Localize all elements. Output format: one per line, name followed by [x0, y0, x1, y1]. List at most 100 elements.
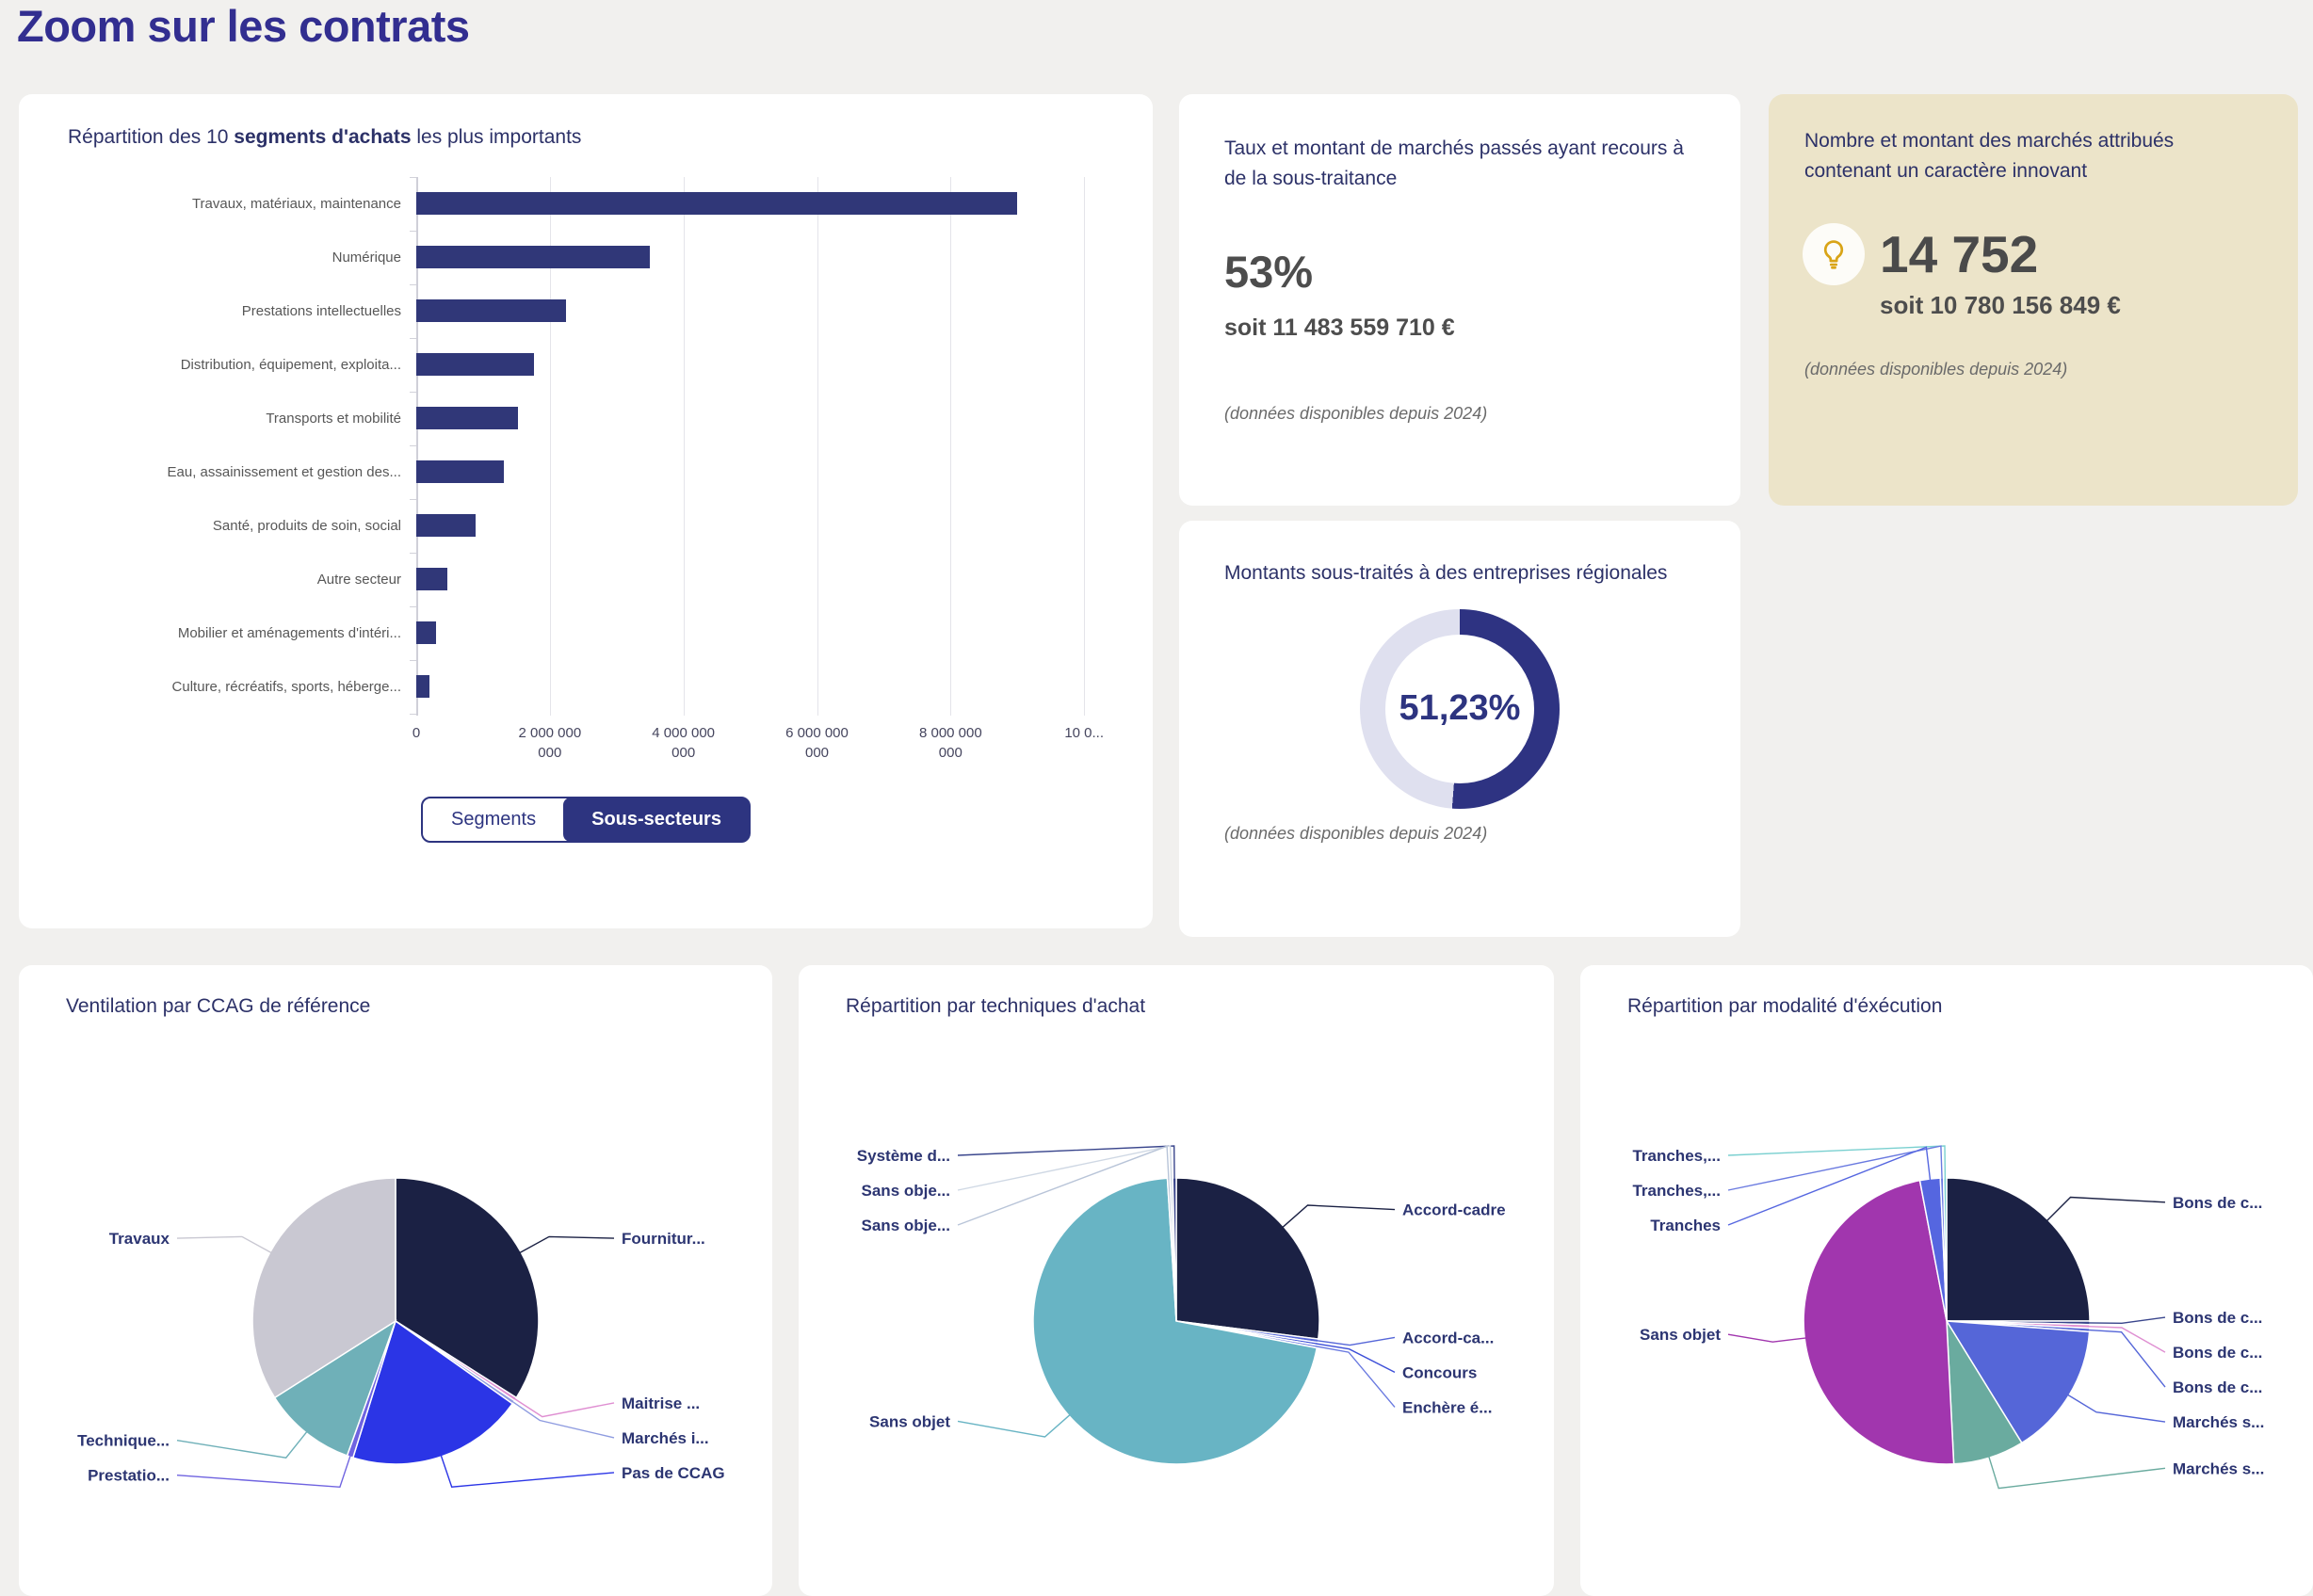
- pie-leader-line: [1282, 1203, 1396, 1228]
- bar-track: [416, 231, 1108, 284]
- bar-category-label: Eau, assainissement et gestion des...: [167, 463, 401, 480]
- pie-slice-label: Accord-cadre: [1402, 1201, 1506, 1218]
- regional-donut-value: 51,23%: [1399, 688, 1521, 728]
- pie-slice[interactable]: [1175, 1176, 1320, 1340]
- regional-footnote: (données disponibles depuis 2024): [1224, 823, 1488, 843]
- ccag-pie-chart: Travaux Technique... Prestatio... Fournitur…: [77, 1176, 725, 1488]
- pie-leader-line: [1987, 1455, 2166, 1489]
- gridline: [416, 176, 418, 716]
- toggle-wrap: Segments Sous-secteurs: [19, 796, 1153, 843]
- axis-tick: [410, 230, 416, 232]
- bar-category-label: Culture, récréatifs, sports, héberge...: [171, 678, 401, 695]
- toggle-segments-button[interactable]: Segments: [423, 798, 564, 841]
- axis-tick: [410, 391, 416, 393]
- pie-leader-line: [957, 1144, 1175, 1180]
- bar[interactable]: [416, 192, 1017, 215]
- subcontracting-amount: soit 11 483 559 710 €: [1224, 314, 1455, 341]
- bar-row: Santé, produits de soin, social: [40, 499, 1108, 553]
- pie-leader-line: [1727, 1333, 1807, 1343]
- axis-tick: [410, 713, 416, 715]
- pie-leader-line: [519, 1235, 615, 1253]
- view-toggle: Segments Sous-secteurs: [421, 796, 751, 843]
- subcontracting-footnote: (données disponibles depuis 2024): [1224, 404, 1488, 423]
- pie-leader-line: [2066, 1393, 2166, 1423]
- ccag-pie-title: Ventilation par CCAG de référence: [66, 995, 371, 1017]
- regional-donut-chart[interactable]: 51,23%: [1360, 608, 1560, 809]
- bar-row: Culture, récréatifs, sports, héberge...: [40, 660, 1108, 714]
- bar-track: [416, 338, 1108, 392]
- gridline: [1084, 176, 1086, 716]
- pie-leader-line: [1316, 1336, 1396, 1346]
- pie-slice-label: Sans obje...: [862, 1182, 950, 1200]
- bar-track: [416, 445, 1108, 499]
- bar-rows: Travaux, matériaux, maintenance Numérique…: [40, 173, 1108, 714]
- toggle-sous-secteurs-button[interactable]: Sous-secteurs: [563, 797, 750, 842]
- subcontracting-panel: Taux et montant de marchés passés ayant …: [1179, 94, 1740, 506]
- pie-slice-label: Système d...: [857, 1147, 950, 1165]
- bar-track: [416, 284, 1108, 338]
- techniques-pie-title: Répartition par techniques d'achat: [846, 995, 1146, 1017]
- bar-row: Transports et mobilité: [40, 392, 1108, 445]
- axis-tick: [410, 176, 416, 178]
- innovation-amount: soit 10 780 156 849 €: [1880, 291, 2121, 319]
- subcontracting-rate: 53%: [1224, 247, 1314, 297]
- pie-slice-label: Marchés s...: [2173, 1459, 2264, 1477]
- pie-slice-label: Enchère é...: [1402, 1398, 1492, 1416]
- bar-row: Distribution, équipement, exploita...: [40, 338, 1108, 392]
- bar-row: Autre secteur: [40, 553, 1108, 606]
- bar[interactable]: [416, 299, 566, 322]
- pie-leader-line: [176, 1454, 351, 1488]
- pie-leader-line: [2046, 1196, 2166, 1221]
- bar-category-label: Distribution, équipement, exploita...: [180, 356, 401, 373]
- innovation-title: Nombre et montant des marchés attribués …: [1804, 130, 2175, 182]
- bar[interactable]: [416, 246, 650, 268]
- lightbulb-icon: [1803, 223, 1865, 285]
- bar-panel-title-bold: segments d'achats: [234, 126, 412, 148]
- pie-slice-label: Prestatio...: [88, 1466, 170, 1484]
- pie-leader-line: [2087, 1325, 2166, 1353]
- pie-slice-label: Bons de c...: [2173, 1193, 2262, 1211]
- gridline: [950, 176, 952, 716]
- bar[interactable]: [416, 460, 504, 483]
- pie-slice-label: Tranches: [1650, 1217, 1721, 1234]
- axis-tick: [410, 498, 416, 500]
- pie-leader-line: [1727, 1144, 1947, 1180]
- pie-leader-line: [1727, 1144, 1943, 1191]
- bar-category-label: Prestations intellectuelles: [241, 302, 401, 319]
- pie-leader-line: [511, 1400, 615, 1439]
- pie-slice-label: Marchés s...: [2173, 1413, 2264, 1431]
- pie-leader-line: [176, 1430, 308, 1459]
- bar-category-label: Transports et mobilité: [266, 410, 401, 427]
- x-tick-label: 2 000 000 000: [518, 724, 582, 761]
- modalite-pie-panel: Répartition par modalité d'éxécution Tra…: [1580, 965, 2313, 1596]
- axis-tick: [410, 552, 416, 554]
- bar[interactable]: [416, 675, 430, 698]
- pie-slice-label: Tranches,...: [1632, 1147, 1721, 1165]
- innovation-footnote: (données disponibles depuis 2024): [1804, 360, 2068, 379]
- bar[interactable]: [416, 514, 477, 537]
- pie-leader-line: [176, 1235, 272, 1253]
- pie-leader-line: [1315, 1345, 1396, 1408]
- gridline: [817, 176, 818, 716]
- pie-leader-line: [1727, 1145, 1932, 1226]
- techniques-pie-chart: Système d... Sans obje... Sans obje... Sans…: [857, 1144, 1506, 1465]
- bar-panel-title: Répartition des 10 segments d'achats les…: [68, 122, 1153, 153]
- pie-leader-line: [513, 1396, 615, 1417]
- bar[interactable]: [416, 353, 534, 376]
- pie-leader-line: [957, 1413, 1071, 1438]
- bar-track: [416, 499, 1108, 553]
- bar[interactable]: [416, 568, 447, 590]
- axis-tick: [410, 659, 416, 661]
- bar-row: Mobilier et aménagements d'intéri...: [40, 606, 1108, 660]
- segments-bar-panel: Répartition des 10 segments d'achats les…: [19, 94, 1153, 928]
- modalite-pie-title: Répartition par modalité d'éxécution: [1627, 995, 1943, 1017]
- pie-slice-label: Concours: [1402, 1363, 1477, 1381]
- innovation-count: 14 752: [1880, 225, 2039, 283]
- bar-track: [416, 392, 1108, 445]
- bar[interactable]: [416, 407, 518, 429]
- pie-slice-label: Sans objet: [1640, 1326, 1721, 1344]
- axis-tick: [410, 444, 416, 446]
- pie-leader-line: [2087, 1315, 2166, 1324]
- bar[interactable]: [416, 621, 436, 644]
- pie-slice-label: Travaux: [109, 1230, 170, 1248]
